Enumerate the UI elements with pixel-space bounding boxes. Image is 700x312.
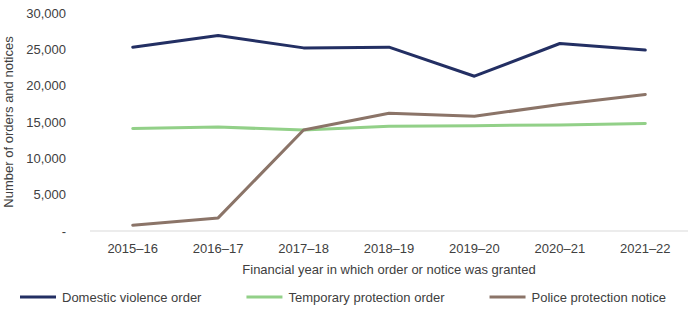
legend-item: Police protection notice xyxy=(490,290,666,305)
y-tick xyxy=(87,13,90,14)
x-tick-label: 2016–17 xyxy=(193,241,244,256)
x-tick-label: 2021–22 xyxy=(620,241,671,256)
legend-label: Temporary protection order xyxy=(288,290,445,305)
legend: Domestic violence order Temporary protect… xyxy=(20,290,666,305)
legend-item: Domestic violence order xyxy=(20,290,202,305)
x-tick-label: 2019–20 xyxy=(449,241,500,256)
y-tick xyxy=(87,231,90,232)
y-tick-label: - xyxy=(62,224,66,239)
legend-swatch xyxy=(246,296,282,299)
y-tick-label: 10,000 xyxy=(26,151,66,166)
y-tick xyxy=(87,85,90,86)
x-axis-title: Financial year in which order or notice … xyxy=(242,262,535,277)
y-tick-label: 25,000 xyxy=(26,42,66,57)
y-axis-title: Number of orders and notices xyxy=(1,36,16,208)
y-tick xyxy=(87,49,90,50)
y-tick xyxy=(87,158,90,159)
series-line xyxy=(133,123,646,130)
x-tick-label: 2017–18 xyxy=(278,241,329,256)
chart: - 5,000 10,000 15,000 20,000 25,000 30,000 2015… xyxy=(0,0,700,312)
y-tick xyxy=(87,122,90,123)
legend-item: Temporary protection order xyxy=(246,290,445,305)
y-tick-label: 15,000 xyxy=(26,115,66,130)
series-line xyxy=(133,36,646,77)
legend-label: Domestic violence order xyxy=(62,290,202,305)
series-line xyxy=(133,94,646,225)
legend-label: Police protection notice xyxy=(532,290,666,305)
x-axis-line xyxy=(90,231,688,232)
x-tick-label: 2020–21 xyxy=(535,241,586,256)
y-tick-label: 20,000 xyxy=(26,78,66,93)
x-tick-label: 2015–16 xyxy=(107,241,158,256)
legend-swatch xyxy=(490,296,526,299)
y-tick xyxy=(87,194,90,195)
legend-swatch xyxy=(20,296,56,299)
y-tick-label: 30,000 xyxy=(26,6,66,21)
y-tick-label: 5,000 xyxy=(33,187,66,202)
series-group xyxy=(133,36,646,226)
x-tick-label: 2018–19 xyxy=(364,241,415,256)
